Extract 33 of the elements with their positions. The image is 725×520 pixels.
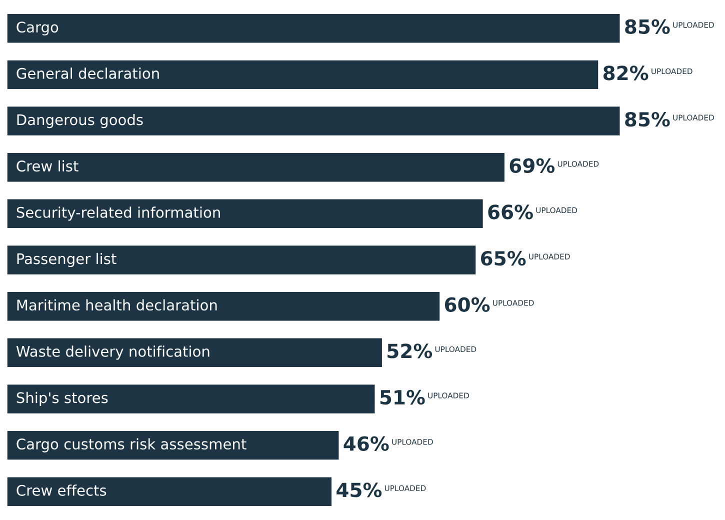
bar	[7, 106, 620, 136]
bar	[7, 384, 375, 414]
y-tick-label: Dangerous goods	[17, 114, 143, 128]
y-tick-label: Cargo customs risk assessment	[16, 438, 246, 452]
bar	[7, 292, 440, 321]
data-label: 46%	[344, 436, 389, 451]
bar	[7, 152, 504, 182]
data-label: 82%	[603, 66, 648, 80]
bar	[7, 60, 598, 90]
y-tick-label: Maritime health declaration	[17, 299, 217, 311]
y-tick-label: Ship's stores	[16, 392, 108, 406]
data-label: 51%	[380, 390, 425, 405]
y-tick-label: Cargo	[16, 22, 58, 36]
data-label: 60%	[444, 297, 490, 312]
bar	[7, 199, 483, 228]
bar	[7, 430, 339, 460]
data-label: 85%	[625, 19, 670, 34]
bar	[7, 14, 620, 43]
data-label: 69%	[510, 158, 555, 173]
data-label: 85%	[625, 112, 670, 127]
bar	[7, 338, 382, 368]
y-tick-label: Passenger list	[17, 252, 116, 268]
y-tick-label: General declaration	[16, 68, 159, 79]
y-tick-label: Waste delivery notification	[16, 346, 210, 360]
bar	[7, 477, 332, 506]
data-label: 52%	[388, 344, 432, 358]
data-label: 65%	[481, 250, 526, 266]
bar	[7, 246, 476, 274]
y-tick-label: Crew effects	[16, 484, 106, 496]
data-label: 66%	[488, 204, 533, 220]
y-tick-label: Crew list	[16, 160, 78, 172]
y-tick-label: Security-related information	[16, 206, 220, 221]
data-label: 45%	[336, 482, 382, 498]
